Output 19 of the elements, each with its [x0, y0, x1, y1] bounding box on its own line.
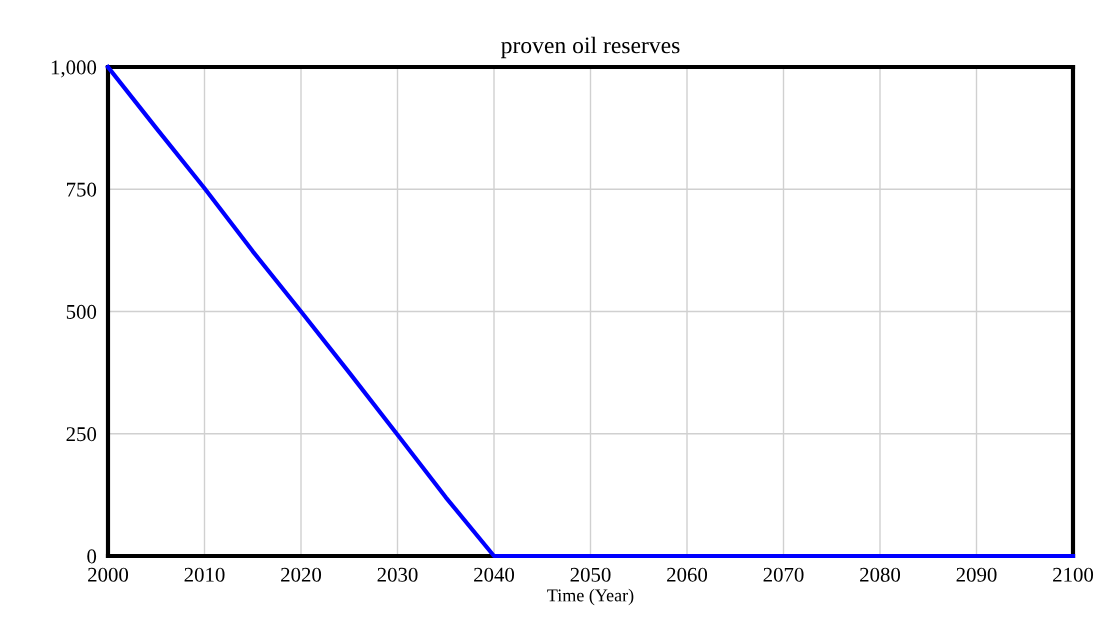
x-tick-label: 2000	[88, 567, 129, 582]
x-axis-title: Time (Year)	[547, 588, 634, 606]
x-tick-label: 2070	[763, 567, 804, 582]
y-tick-label: 250	[66, 427, 97, 442]
x-tick-label: 2100	[1053, 567, 1094, 582]
x-tick-label: 2080	[860, 567, 901, 582]
line-series	[105, 64, 1076, 559]
x-tick-label: 2030	[377, 567, 418, 582]
y-tick-label: 500	[66, 304, 97, 319]
x-tick-label: 2040	[474, 567, 515, 582]
x-tick-label: 2060	[667, 567, 708, 582]
x-tick-label: 2050	[570, 567, 611, 582]
x-tick-label: 2090	[956, 567, 997, 582]
x-tick-label: 2020	[281, 567, 322, 582]
chart-title: proven oil reserves	[501, 36, 680, 59]
x-tick-label: 2010	[184, 567, 225, 582]
y-tick-label: 1,000	[51, 60, 97, 78]
y-tick-label: 750	[67, 182, 97, 197]
y-tick-label: 0	[87, 549, 97, 564]
